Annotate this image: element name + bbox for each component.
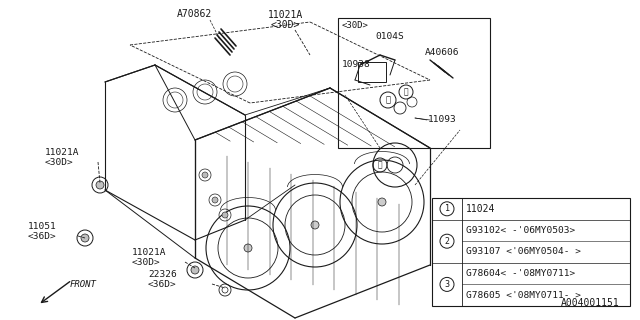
- Circle shape: [96, 181, 104, 189]
- Circle shape: [244, 244, 252, 252]
- Text: G93107 <'06MY0504- >: G93107 <'06MY0504- >: [466, 247, 581, 257]
- Text: <36D>: <36D>: [148, 280, 177, 289]
- Bar: [432, 198, 630, 306]
- Bar: [358, 62, 386, 82]
- Text: <30D>: <30D>: [270, 20, 300, 30]
- Text: ①: ①: [378, 161, 382, 170]
- Text: <30D>: <30D>: [132, 258, 161, 267]
- Text: 3: 3: [445, 280, 449, 289]
- Text: 22326: 22326: [148, 270, 177, 279]
- Text: G93102< -'06MY0503>: G93102< -'06MY0503>: [466, 226, 575, 235]
- Text: 11021A: 11021A: [45, 148, 79, 157]
- Text: A40606: A40606: [425, 48, 460, 57]
- Circle shape: [212, 197, 218, 203]
- Text: 11051: 11051: [28, 222, 57, 231]
- Text: 11024: 11024: [466, 204, 495, 214]
- Circle shape: [202, 172, 208, 178]
- Bar: [338, 18, 490, 148]
- Circle shape: [81, 234, 89, 242]
- Text: ②: ②: [385, 95, 390, 105]
- Text: 0104S: 0104S: [375, 32, 404, 41]
- Text: <36D>: <36D>: [28, 232, 57, 241]
- Text: G78605 <'08MY0711- >: G78605 <'08MY0711- >: [466, 291, 581, 300]
- Text: <30D>: <30D>: [45, 158, 74, 167]
- Text: 1: 1: [445, 204, 449, 213]
- Circle shape: [222, 212, 228, 218]
- Text: <30D>: <30D>: [342, 21, 369, 30]
- Circle shape: [378, 198, 386, 206]
- Text: G78604< -'08MY0711>: G78604< -'08MY0711>: [466, 269, 575, 278]
- Text: 11021A: 11021A: [132, 248, 166, 257]
- Circle shape: [311, 221, 319, 229]
- Text: A70862: A70862: [177, 9, 212, 19]
- Text: 11021A: 11021A: [268, 10, 303, 20]
- Text: A004001151: A004001151: [561, 298, 620, 308]
- Text: FRONT: FRONT: [70, 280, 97, 289]
- Text: ③: ③: [404, 87, 408, 97]
- Circle shape: [191, 266, 199, 274]
- Text: 11093: 11093: [428, 115, 457, 124]
- Text: 10938: 10938: [342, 60, 371, 69]
- Text: 2: 2: [445, 237, 449, 246]
